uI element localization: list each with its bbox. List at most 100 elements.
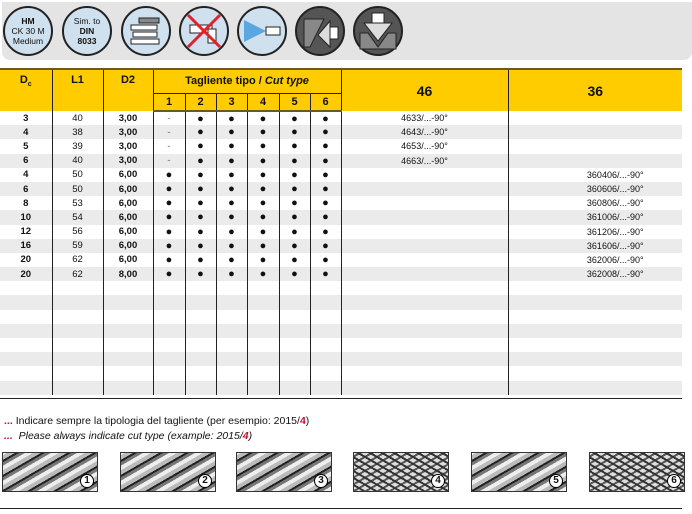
header-l1: L1 bbox=[51, 68, 103, 111]
cut-available-dot bbox=[152, 323, 185, 338]
cell-dc: 6 bbox=[0, 153, 52, 168]
cut-available-dot: ● bbox=[215, 196, 247, 211]
cell-code-36: 360806/...-90° bbox=[507, 196, 682, 211]
cut-unavailable: - bbox=[152, 153, 185, 168]
empty-row bbox=[0, 366, 682, 381]
header-series-36: 36 bbox=[507, 68, 682, 111]
cell-d2: 8,00 bbox=[102, 267, 153, 282]
cell-code-46 bbox=[340, 380, 508, 395]
cell-l1: 50 bbox=[51, 167, 103, 182]
cut-available-dot: ● bbox=[215, 139, 247, 154]
cut-type-sample-image: 6 bbox=[589, 452, 685, 492]
cut-available-dot: ● bbox=[309, 139, 341, 154]
cut-type-sample-image: 3 bbox=[236, 452, 332, 492]
cut-available-dot bbox=[184, 281, 216, 296]
cell-l1: 39 bbox=[51, 139, 103, 154]
cut-available-dot bbox=[152, 309, 185, 324]
cell-code-36: 360606/...-90° bbox=[507, 181, 682, 197]
cut-available-dot bbox=[246, 309, 279, 324]
cut-available-dot bbox=[152, 295, 185, 310]
cell-d2 bbox=[102, 281, 153, 296]
cell-dc: 10 bbox=[0, 210, 52, 225]
cell-code-46 bbox=[340, 281, 508, 296]
cell-dc: 12 bbox=[20, 226, 32, 238]
cut-available-dot: ● bbox=[278, 210, 310, 225]
cut-available-dot: ● bbox=[278, 181, 310, 197]
material-badge: HM CK 30 M Medium bbox=[3, 6, 53, 56]
empty-row bbox=[0, 352, 682, 367]
cut-available-dot: ● bbox=[278, 252, 310, 268]
standard-number: 8033 bbox=[77, 36, 97, 46]
cut-available-dot: ● bbox=[278, 125, 310, 140]
cell-l1: 50 bbox=[51, 181, 103, 197]
cut-available-dot: ● bbox=[246, 224, 279, 239]
cut-available-dot: ● bbox=[278, 196, 310, 211]
cut-available-dot: ● bbox=[309, 210, 341, 225]
empty-row bbox=[0, 323, 682, 338]
cell-code-36 bbox=[507, 153, 682, 168]
empty-row bbox=[0, 380, 682, 395]
cut-type-number: 1 bbox=[80, 474, 94, 488]
header-dc: Dc bbox=[0, 68, 52, 111]
cell-l1 bbox=[51, 380, 103, 395]
cut-available-dot bbox=[184, 380, 216, 395]
cut-available-dot: ● bbox=[246, 125, 279, 140]
cut-available-dot bbox=[152, 338, 185, 353]
cell-code-36: 361606/...-90° bbox=[507, 238, 682, 253]
cell-code-36 bbox=[507, 352, 682, 367]
cut-available-dot: ● bbox=[215, 111, 247, 126]
cut-available-dot bbox=[215, 281, 247, 296]
cut-available-dot: ● bbox=[278, 111, 310, 126]
cut-available-dot bbox=[309, 352, 341, 367]
cut-available-dot bbox=[309, 309, 341, 324]
cell-code-46 bbox=[340, 309, 508, 324]
countersink-icon bbox=[353, 6, 403, 56]
empty-row bbox=[0, 281, 682, 296]
cut-available-dot: ● bbox=[309, 125, 341, 140]
cell-code-46 bbox=[340, 366, 508, 381]
cut-type-sample-image: 5 bbox=[471, 452, 567, 492]
cut-available-dot: ● bbox=[152, 210, 185, 225]
feature-icon-bar: HM CK 30 M Medium Sim. to DIN 8033 bbox=[2, 2, 692, 60]
cut-available-dot: ● bbox=[184, 167, 216, 182]
cut-available-dot: ● bbox=[152, 196, 185, 211]
empty-row bbox=[0, 338, 682, 353]
cell-d2 bbox=[102, 338, 153, 353]
cut-available-dot bbox=[246, 338, 279, 353]
no-coolant-icon bbox=[179, 6, 229, 56]
cut-available-dot: ● bbox=[152, 167, 185, 182]
cut-type-number: 5 bbox=[549, 474, 563, 488]
cut-available-dot: ● bbox=[246, 181, 279, 197]
header-cut-5: 5 bbox=[278, 92, 310, 112]
material-name: CK 30 M bbox=[11, 26, 45, 36]
cut-available-dot bbox=[246, 380, 279, 395]
cut-available-dot: ● bbox=[152, 224, 185, 239]
cell-code-46 bbox=[340, 323, 508, 338]
cut-available-dot: ● bbox=[184, 181, 216, 197]
cut-available-dot bbox=[184, 352, 216, 367]
cut-available-dot: ● bbox=[246, 111, 279, 126]
table-row: 16 59 6,00 ● ● ● ● ● ● 361606/...-90° bbox=[0, 238, 682, 253]
cut-available-dot: ● bbox=[309, 252, 341, 268]
cell-l1: 54 bbox=[51, 210, 103, 225]
cut-available-dot bbox=[278, 295, 310, 310]
header-d2: D2 bbox=[102, 68, 153, 111]
cut-available-dot: ● bbox=[246, 267, 279, 282]
cut-available-dot bbox=[278, 309, 310, 324]
cut-available-dot: ● bbox=[184, 139, 216, 154]
cut-available-dot bbox=[246, 352, 279, 367]
cell-d2: 3,00 bbox=[102, 153, 153, 168]
cell-d2 bbox=[102, 295, 153, 310]
cut-available-dot bbox=[215, 380, 247, 395]
cut-available-dot bbox=[309, 380, 341, 395]
cell-l1 bbox=[51, 366, 103, 381]
cell-code-36 bbox=[507, 281, 682, 296]
cell-code-36 bbox=[507, 295, 682, 310]
table-row: 8 53 6,00 ● ● ● ● ● ● 360806/...-90° bbox=[0, 196, 682, 211]
cut-available-dot bbox=[309, 281, 341, 296]
cut-type-number: 6 bbox=[667, 474, 681, 488]
cell-d2: 3,00 bbox=[102, 111, 153, 126]
cut-available-dot: ● bbox=[215, 167, 247, 182]
chamfer-icon bbox=[295, 6, 345, 56]
table-row: 3 40 3,00- ● ● ● ● ● 4633/...-90° bbox=[0, 111, 682, 126]
